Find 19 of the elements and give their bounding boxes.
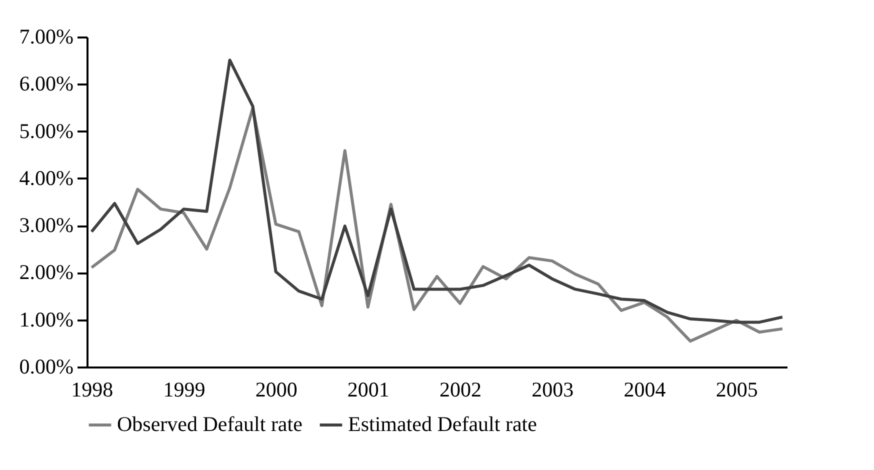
- y-tick-label: 4.00%: [19, 166, 74, 190]
- x-tick-label: 2002: [440, 378, 482, 402]
- x-tick-label: 2004: [624, 378, 666, 402]
- x-tick-label: 2001: [347, 378, 390, 402]
- x-tick-label: 1999: [163, 378, 206, 402]
- y-tick-label: 3.00%: [19, 213, 74, 238]
- y-tick-label: 2.00%: [19, 260, 74, 284]
- y-tick-label: 6.00%: [19, 72, 74, 96]
- x-tick-label: 2000: [255, 378, 298, 402]
- y-tick-label: 1.00%: [19, 307, 74, 332]
- y-tick-label: 5.00%: [19, 118, 74, 143]
- y-tick-label: 0.00%: [19, 354, 74, 378]
- x-tick-label: 2003: [532, 378, 574, 402]
- y-tick-label: 7.00%: [19, 24, 74, 48]
- legend-label: Estimated Default rate: [348, 412, 537, 436]
- line-series: [90, 58, 784, 324]
- x-tick-label: 1998: [71, 378, 114, 402]
- legend-label: Observed Default rate: [117, 412, 302, 436]
- x-tick-label: 2005: [716, 378, 758, 402]
